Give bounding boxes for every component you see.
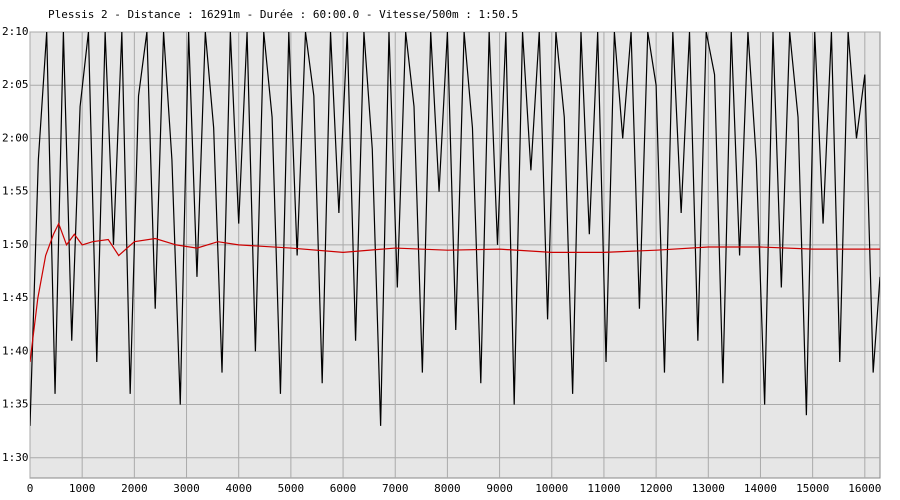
x-tick-label: 16000 bbox=[848, 482, 881, 495]
x-tick-label: 4000 bbox=[225, 482, 252, 495]
y-tick-label: 2:00 bbox=[2, 131, 29, 144]
x-tick-label: 9000 bbox=[486, 482, 513, 495]
x-tick-label: 1000 bbox=[69, 482, 96, 495]
y-tick-label: 1:30 bbox=[2, 451, 29, 464]
x-tick-label: 11000 bbox=[587, 482, 620, 495]
y-tick-label: 2:10 bbox=[2, 25, 29, 38]
chart-title: Plessis 2 - Distance : 16291m - Durée : … bbox=[48, 8, 518, 21]
plot-area bbox=[29, 31, 881, 479]
x-tick-label: 3000 bbox=[173, 482, 200, 495]
y-tick-label: 1:50 bbox=[2, 238, 29, 251]
x-tick-label: 15000 bbox=[796, 482, 829, 495]
series-line bbox=[30, 222, 880, 363]
y-tick-label: 1:55 bbox=[2, 185, 29, 198]
series-line bbox=[30, 32, 880, 426]
x-tick-label: 12000 bbox=[640, 482, 673, 495]
x-tick-label: 8000 bbox=[434, 482, 461, 495]
x-tick-label: 13000 bbox=[692, 482, 725, 495]
x-tick-label: 5000 bbox=[278, 482, 305, 495]
x-tick-label: 6000 bbox=[330, 482, 357, 495]
x-tick-label: 7000 bbox=[382, 482, 409, 495]
y-tick-label: 2:05 bbox=[2, 78, 29, 91]
x-tick-label: 10000 bbox=[535, 482, 568, 495]
x-tick-label: 0 bbox=[27, 482, 34, 495]
y-tick-label: 1:35 bbox=[2, 398, 29, 411]
x-tick-label: 14000 bbox=[744, 482, 777, 495]
y-tick-label: 1:45 bbox=[2, 291, 29, 304]
x-tick-label: 2000 bbox=[121, 482, 148, 495]
y-tick-label: 1:40 bbox=[2, 344, 29, 357]
